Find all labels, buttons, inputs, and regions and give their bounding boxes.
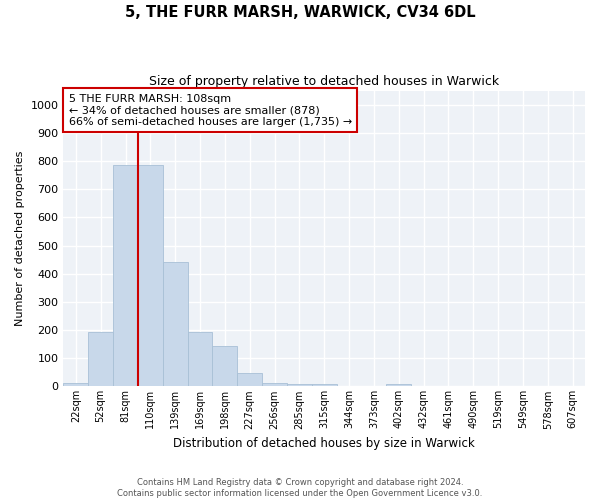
Bar [287,384,312,386]
Text: 5 THE FURR MARSH: 108sqm
← 34% of detached houses are smaller (878)
66% of semi-: 5 THE FURR MARSH: 108sqm ← 34% of detach… [68,94,352,126]
Bar [163,262,188,386]
Bar [212,346,237,387]
Title: Size of property relative to detached houses in Warwick: Size of property relative to detached ho… [149,75,499,88]
Bar [113,165,138,386]
Bar [188,332,212,386]
Text: 5, THE FURR MARSH, WARWICK, CV34 6DL: 5, THE FURR MARSH, WARWICK, CV34 6DL [125,5,475,20]
Bar [138,165,163,386]
Bar [386,384,411,386]
Bar [237,373,262,386]
Y-axis label: Number of detached properties: Number of detached properties [15,151,25,326]
Text: Contains HM Land Registry data © Crown copyright and database right 2024.
Contai: Contains HM Land Registry data © Crown c… [118,478,482,498]
Bar [312,384,337,386]
Bar [64,383,88,386]
X-axis label: Distribution of detached houses by size in Warwick: Distribution of detached houses by size … [173,437,475,450]
Bar [262,383,287,386]
Bar [88,332,113,386]
